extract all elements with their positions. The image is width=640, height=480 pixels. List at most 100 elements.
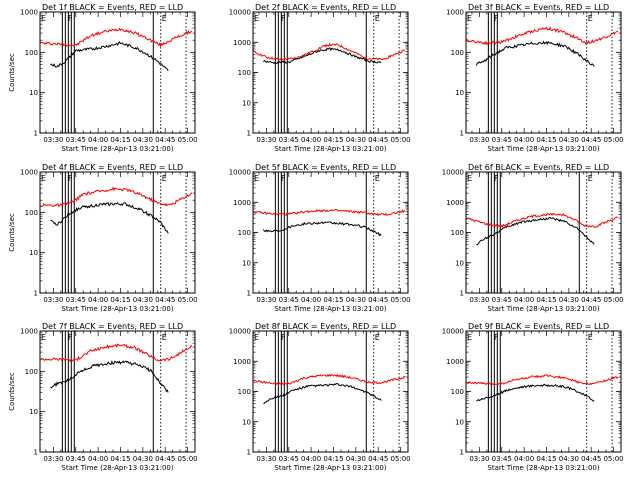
chart-title: Det 4f BLACK = Events, RED = LLD [42,163,183,172]
x-tick-label: 04:45 [581,136,601,144]
x-tick-label: 04:00 [301,296,321,304]
x-tick-label: 03:45 [279,136,299,144]
y-tick-label: 10 [455,418,464,426]
x-tick-label: 03:30 [43,296,63,304]
marker-letter: E [588,14,593,23]
lld-series-line [39,27,193,49]
x-tick-label: 03:30 [469,296,489,304]
lld-series-line [40,343,193,363]
marker-letter: E [254,14,259,23]
chart-panel: Det 9f BLACK = Events, RED = LLD 1 10 100 10… [442,322,624,472]
y-tick-label: 10 [242,99,251,107]
x-tick-label: 04:45 [581,455,601,463]
x-tick-label: 04:15 [536,296,556,304]
marker-letter: F [494,333,499,342]
y-tick-label: 1 [460,290,464,298]
y-tick-label: 1000 [20,169,38,177]
x-tick-label: 04:30 [559,136,579,144]
x-tick-label: 04:45 [155,136,175,144]
events-series-line [50,360,169,393]
y-axis-label: Counts/sec [8,53,16,92]
x-tick-label: 04:15 [110,296,130,304]
chart-panel: Det 4f BLACK = Events, RED = LLD 1 10 100 10… [8,163,198,313]
marker-letter: E [467,174,472,183]
y-tick-label: 100 [238,388,251,396]
marker-letter: E [467,14,472,23]
x-axis-label: Start Time (28-Apr-13 03:21:00) [274,145,386,153]
x-axis-label: Start Time (28-Apr-13 03:21:00) [61,145,173,153]
x-tick-label: 04:00 [88,136,108,144]
lld-series-line [465,374,619,386]
x-tick-label: 05:00 [603,136,623,144]
x-tick-label: 03:45 [66,455,86,463]
chart-title: Det 8f BLACK = Events, RED = LLD [255,322,396,331]
x-tick-label: 04:45 [368,296,388,304]
x-tick-label: 03:45 [492,455,512,463]
x-tick-label: 04:30 [559,455,579,463]
events-series-line [262,221,382,237]
plot-frame [465,171,622,294]
plot-frame [252,171,409,294]
marker-letter: E [162,14,167,23]
x-axis-label: Start Time (28-Apr-13 03:21:00) [274,464,386,472]
y-tick-label: 100 [238,229,251,237]
chart-panel: Det 6f BLACK = Events, RED = LLD 1 10 100 10… [442,163,624,313]
x-axis-label: Start Time (28-Apr-13 03:21:00) [487,305,599,313]
marker-letter: E [467,333,472,342]
y-tick-label: 1000 [233,39,251,47]
x-tick-label: 03:30 [469,136,489,144]
x-tick-label: 04:45 [155,296,175,304]
y-tick-label: 10 [29,249,38,257]
events-series-line [475,40,595,67]
chart-panel: Det 3f BLACK = Events, RED = LLD 1 10 100 10… [446,3,623,153]
y-tick-label: 10 [29,89,38,97]
marker-letter: E [588,333,593,342]
y-tick-label: 10000 [229,328,251,336]
x-tick-label: 04:00 [88,455,108,463]
marker-letter: E [41,14,46,23]
x-tick-label: 04:00 [514,296,534,304]
marker-letter: E [588,174,593,183]
y-tick-label: 10 [455,259,464,267]
y-tick-label: 10000 [229,169,251,177]
marker-letter: E [254,174,259,183]
plot-frame [39,11,196,134]
y-tick-label: 1 [34,290,38,298]
x-tick-label: 03:30 [256,296,276,304]
y-tick-label: 1 [247,290,251,298]
chart-title: Det 3f BLACK = Events, RED = LLD [468,3,609,12]
x-tick-label: 05:00 [603,296,623,304]
plot-frame [465,11,622,134]
x-tick-label: 05:00 [603,455,623,463]
plot-frame [39,330,196,453]
marker-letter: E [375,333,380,342]
y-tick-label: 100 [238,69,251,77]
marker-letter: E [162,333,167,342]
x-tick-label: 03:45 [492,136,512,144]
marker-letter: E [162,174,167,183]
y-axis-label: Counts/sec [8,372,16,411]
x-tick-label: 04:00 [301,136,321,144]
x-tick-label: 04:15 [323,136,343,144]
x-tick-label: 04:30 [346,136,366,144]
x-tick-label: 03:45 [279,296,299,304]
lld-series-line [465,212,619,228]
x-tick-label: 04:45 [368,136,388,144]
x-tick-label: 04:15 [323,455,343,463]
marker-letter: F [281,333,286,342]
marker-letter: F [68,14,73,23]
x-tick-label: 04:15 [536,136,556,144]
events-series-line [263,47,382,65]
x-axis-label: Start Time (28-Apr-13 03:21:00) [487,464,599,472]
y-tick-label: 1 [34,449,38,457]
y-tick-label: 10000 [442,169,464,177]
x-tick-label: 05:00 [177,455,197,463]
events-series-line [50,41,169,71]
y-tick-label: 1 [34,130,38,138]
chart-panel: Det 2f BLACK = Events, RED = LLD 1 10 100 10… [229,3,411,153]
x-tick-label: 03:30 [256,455,276,463]
y-tick-label: 10000 [229,9,251,17]
y-tick-label: 100 [25,368,38,376]
chart-title: Det 1f BLACK = Events, RED = LLD [42,3,183,12]
y-tick-label: 1000 [233,358,251,366]
